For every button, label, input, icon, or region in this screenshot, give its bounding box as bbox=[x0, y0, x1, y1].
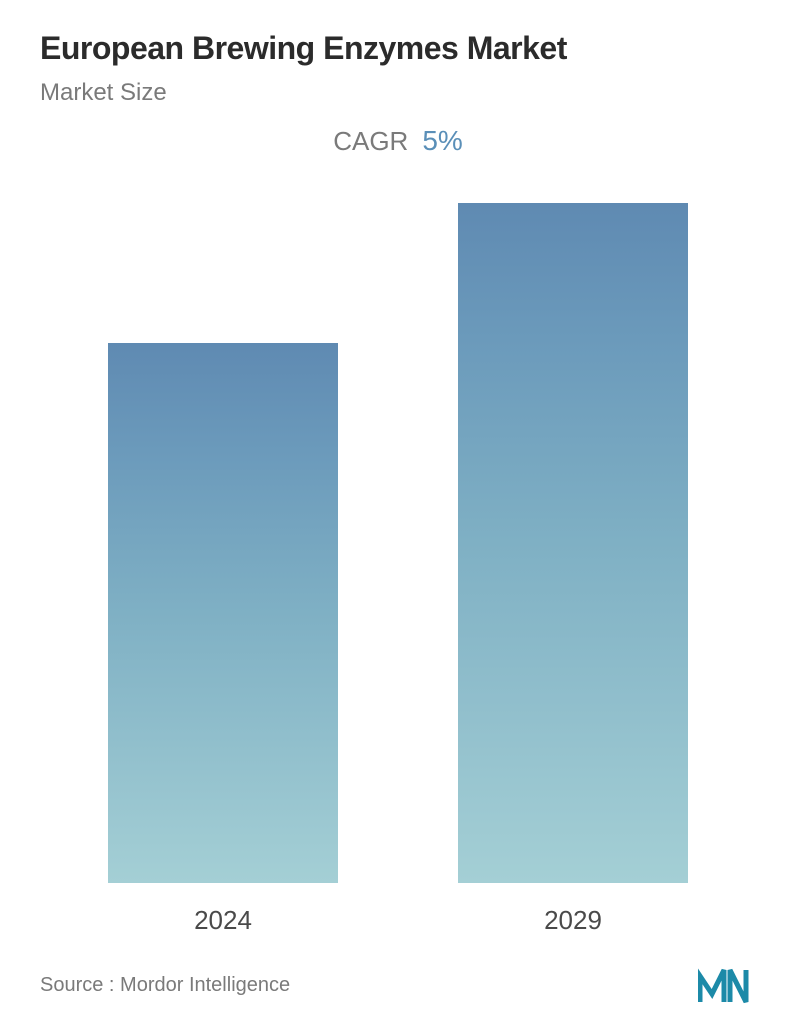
bar-2029 bbox=[458, 203, 688, 883]
cagr-value: 5% bbox=[422, 125, 462, 157]
chart-container: European Brewing Enzymes Market Market S… bbox=[0, 0, 796, 1034]
cagr-label: CAGR bbox=[333, 126, 408, 157]
bar-chart: 2024 2029 bbox=[40, 167, 756, 956]
cagr-callout: CAGR 5% bbox=[40, 125, 756, 157]
bar-2024 bbox=[108, 343, 338, 883]
brand-logo-icon bbox=[698, 966, 756, 1004]
bar-group-2024: 2024 bbox=[108, 343, 338, 936]
chart-title: European Brewing Enzymes Market bbox=[40, 30, 756, 67]
source-attribution: Source : Mordor Intelligence bbox=[40, 974, 290, 997]
bar-group-2029: 2029 bbox=[458, 203, 688, 936]
bar-label-2029: 2029 bbox=[544, 905, 602, 936]
chart-subtitle: Market Size bbox=[40, 79, 756, 107]
bar-label-2024: 2024 bbox=[194, 905, 252, 936]
footer: Source : Mordor Intelligence bbox=[40, 966, 756, 1004]
